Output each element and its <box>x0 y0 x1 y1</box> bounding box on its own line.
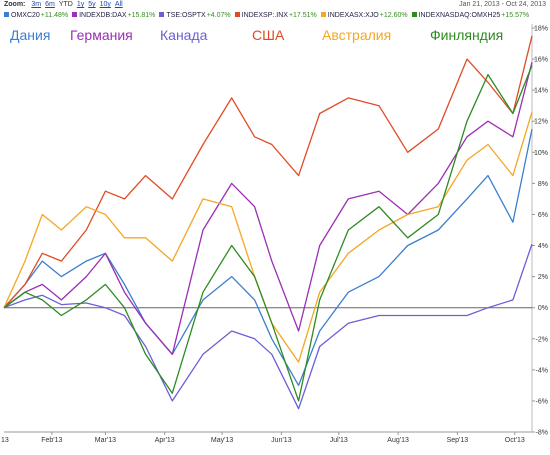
zoom-option[interactable]: 6m <box>45 1 55 8</box>
x-tick-label: Sep'13 <box>447 437 469 444</box>
legend-symbol: INDEXNASDAQ:OMXH25 <box>418 12 501 19</box>
legend-item[interactable]: INDEXDB:DAX+15.81% <box>72 12 155 19</box>
legend-item[interactable]: INDEXNASDAQ:OMXH25+15.57% <box>411 12 530 19</box>
zoom-option[interactable]: YTD <box>58 1 73 8</box>
y-tick-label: -4% <box>536 367 548 374</box>
legend-symbol: OMXC20 <box>11 12 40 19</box>
y-tick-label: 14% <box>534 88 548 95</box>
y-tick-label: 16% <box>534 57 548 64</box>
series-line-indexnasdaq-omxh25 <box>3 65 533 402</box>
series-caption: Австралия <box>322 27 392 43</box>
legend-swatch <box>411 12 417 17</box>
legend-item[interactable]: OMXC20+11.48% <box>4 12 68 19</box>
legend-change: +17.51% <box>288 12 317 19</box>
x-tick-label: Aug'13 <box>387 437 409 444</box>
series-caption: США <box>252 27 285 43</box>
series-line-indexasx-xjo <box>3 111 533 363</box>
y-tick-label: -2% <box>536 336 548 343</box>
y-tick-label: 4% <box>538 243 548 250</box>
series-line-tse-osptx <box>3 243 533 410</box>
x-tick-label: Mar'13 <box>95 437 116 444</box>
y-tick-label: 6% <box>538 212 548 219</box>
y-tick-label: 8% <box>538 181 548 188</box>
zoom-option[interactable]: 10y <box>99 1 111 8</box>
y-tick-label: -6% <box>536 398 548 405</box>
legend-symbol: TSE:OSPTX <box>166 12 206 19</box>
legend-swatch <box>320 12 326 17</box>
series-caption: Германия <box>70 27 133 43</box>
zoom-option[interactable]: All <box>114 1 123 8</box>
legend-item[interactable]: INDEXASX:XJO+12.60% <box>320 12 408 19</box>
legend-change: +12.60% <box>379 12 408 19</box>
legend-swatch <box>4 12 9 17</box>
y-tick-label: 2% <box>538 274 548 281</box>
zoom-options: 3m 6m YTD 1y 5y 10y All <box>27 1 122 8</box>
legend-change: +15.57% <box>501 12 530 19</box>
series-line-indexsp-inx <box>3 35 533 309</box>
date-range-end: Oct 24, 2013 <box>505 1 546 8</box>
legend-change: +15.81% <box>127 12 156 19</box>
date-range: Jan 21, 2013 - Oct 24, 2013 <box>459 1 546 8</box>
zoom-option[interactable]: 1y <box>76 1 85 8</box>
x-tick-label: Jul'13 <box>330 437 348 444</box>
series-caption: Дания <box>10 27 51 43</box>
legend-symbol: INDEXDB:DAX <box>79 12 127 19</box>
zoom-label: Zoom: <box>4 1 26 8</box>
y-tick-label: 18% <box>534 26 548 33</box>
legend-change: +11.48% <box>40 12 69 19</box>
x-edge-label: 13 <box>1 437 9 444</box>
x-tick-label: Feb'13 <box>41 437 62 444</box>
x-tick-label: Jun'13 <box>271 437 292 444</box>
series-line-omxc20 <box>3 128 533 387</box>
date-range-start: Jan 21, 2013 <box>459 1 500 8</box>
legend-swatch <box>72 12 78 17</box>
y-tick-label: -8% <box>536 430 548 437</box>
legend-swatch <box>234 12 240 17</box>
zoom-option[interactable]: 5y <box>88 1 96 8</box>
x-tick-label: May'13 <box>211 437 233 444</box>
legend-symbol: INDEXASX:XJO <box>327 12 379 19</box>
x-tick-label: Oct'13 <box>505 437 525 444</box>
legend-item[interactable]: TSE:OSPTX+4.07% <box>159 12 231 19</box>
y-tick-label: 0% <box>538 305 548 312</box>
x-tick-label: Apr'13 <box>155 437 175 444</box>
date-range-separator: - <box>501 1 504 8</box>
legend-change: +4.07% <box>206 12 231 19</box>
series-line-indexdb-dax <box>3 62 533 355</box>
legend-symbol: INDEXSP:.INX <box>241 12 288 19</box>
y-tick-label: 10% <box>534 150 548 157</box>
zoom-option[interactable]: 3m <box>31 1 42 8</box>
series-caption: Канада <box>160 27 208 43</box>
zoom-toolbar: Zoom: 3m 6m YTD 1y 5y 10y All Jan 21, 2013 - O… <box>4 1 546 11</box>
series-caption: Финляндия <box>430 27 504 43</box>
y-tick-label: 12% <box>534 119 548 126</box>
legend: OMXC20+11.48% INDEXDB:DAX+15.81% TSE:OSPTX… <box>4 12 548 22</box>
legend-item[interactable]: INDEXSP:.INX+17.51% <box>234 12 317 19</box>
legend-swatch <box>159 12 165 17</box>
